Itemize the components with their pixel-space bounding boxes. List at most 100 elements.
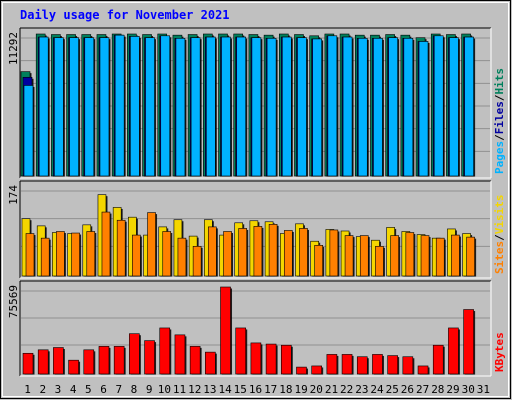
x-tick-label-20: 20	[310, 383, 323, 396]
bar-kbytes-1	[22, 352, 34, 375]
bar-kbytes-13	[205, 351, 216, 375]
panel-hits-files-pages: 11292	[7, 27, 492, 179]
bar-pages-27	[418, 41, 429, 177]
bar-pages-26	[403, 38, 414, 177]
x-tick-label-26: 26	[401, 383, 414, 396]
bar-pages-17	[266, 38, 277, 177]
bar-pages-5	[84, 37, 95, 177]
bar-pages-21	[327, 35, 338, 177]
bar-sites-29	[451, 234, 460, 277]
x-tick-label-25: 25	[386, 383, 399, 396]
bar-sites-2	[40, 237, 50, 277]
panel-sites-visits: 174	[7, 180, 492, 279]
bar-sites-8	[132, 234, 141, 277]
x-tick-label-31: 31	[477, 383, 490, 396]
bar-pages-2	[38, 36, 49, 177]
bar-sites-30	[466, 236, 475, 277]
x-tick-label-19: 19	[294, 383, 307, 396]
legend-sites: Sites	[493, 241, 506, 274]
bar-kbytes-7	[113, 346, 125, 375]
y-max-label: 75569	[7, 285, 20, 318]
inner-bevel	[2, 2, 509, 397]
bar-kbytes-22	[341, 354, 353, 375]
panel-kbytes: 75569	[7, 280, 492, 377]
x-tick-label-18: 18	[279, 383, 292, 396]
bar-sites-28	[435, 237, 445, 277]
bar-pages-25	[388, 37, 398, 177]
bar-kbytes-4	[68, 359, 79, 375]
bar-sites-15	[238, 228, 248, 277]
bar-pages-10	[160, 35, 171, 177]
bar-pages-30	[464, 36, 474, 177]
bar-sites-26	[405, 232, 415, 277]
x-tick-label-8: 8	[131, 383, 138, 396]
bar-kbytes-25	[387, 355, 398, 375]
legend-files: Files	[493, 101, 506, 134]
y-max-label: 174	[7, 185, 20, 205]
y-max-label: 11292	[7, 32, 20, 65]
bar-sites-9	[147, 212, 156, 277]
bar-pages-16	[251, 37, 262, 177]
bar-pages-12	[190, 37, 201, 177]
bar-kbytes-6	[98, 346, 110, 375]
bar-kbytes-11	[174, 334, 186, 375]
x-tick-label-6: 6	[100, 383, 107, 396]
bar-sites-25	[390, 235, 399, 277]
bar-sites-11	[177, 237, 187, 277]
bar-kbytes-24	[372, 354, 383, 375]
bar-pages-20	[312, 38, 322, 177]
panels: 11292 174 75569	[7, 27, 492, 377]
x-tick-label-4: 4	[70, 383, 77, 396]
bar-sites-7	[116, 219, 126, 277]
bar-kbytes-14	[220, 286, 231, 375]
bar-sites-1	[25, 233, 35, 277]
legend-sites-visits: Sites/Visits	[493, 195, 506, 275]
bar-kbytes-23	[356, 356, 368, 375]
bar-pages-4	[69, 37, 79, 177]
legend-kbytes: KBytes	[493, 332, 506, 372]
bar-pages-8	[130, 36, 140, 177]
bar-sites-13	[208, 226, 217, 277]
x-tick-label-29: 29	[446, 383, 459, 396]
bar-sites-17	[268, 224, 278, 277]
bar-pages-7	[114, 34, 125, 177]
x-axis-labels: 1 2 3 4 5 6 7 8 9 10 11 12 13 14 15 16 17 18 19 20 21 22 23 24 2…	[24, 383, 490, 396]
bar-pages-13	[206, 36, 216, 177]
bar-kbytes-12	[189, 346, 201, 375]
x-tick-label-28: 28	[431, 383, 444, 396]
legends: Pages/Files/Hits Sites/Visits KBytes	[493, 68, 506, 372]
bar-pages-24	[373, 38, 383, 177]
bar-kbytes-2	[37, 349, 49, 375]
x-tick-label-13: 13	[203, 383, 216, 396]
bar-pages-15	[236, 36, 247, 177]
bar-kbytes-5	[83, 349, 95, 375]
bar-kbytes-10	[159, 327, 171, 375]
bar-pages-23	[357, 38, 368, 177]
bar-sites-23	[359, 235, 369, 277]
bar-sites-22	[344, 235, 354, 277]
x-tick-label-27: 27	[416, 383, 429, 396]
bar-sites-10	[162, 231, 172, 277]
bar-kbytes-19	[296, 366, 307, 375]
bar-pages-29	[449, 37, 459, 177]
bar-sites-27	[420, 235, 430, 277]
x-tick-label-15: 15	[234, 383, 247, 396]
bar-pages-1	[23, 85, 34, 177]
bar-pages-14	[221, 36, 231, 177]
bar-sites-3	[56, 231, 65, 277]
legend-kbytes: KBytes	[493, 332, 506, 372]
x-tick-label-9: 9	[146, 383, 153, 396]
bar-kbytes-17	[265, 343, 277, 375]
bar-sites-20	[314, 245, 323, 277]
bar-pages-18	[281, 36, 292, 177]
x-tick-label-14: 14	[218, 383, 232, 396]
legend-hits: Hits	[493, 68, 506, 95]
bar-pages-28	[433, 35, 444, 177]
bar-kbytes-16	[250, 342, 262, 375]
legend-hits-files-pages: Pages/Files/Hits	[493, 68, 506, 174]
bar-sites-6	[101, 211, 111, 277]
x-tick-label-30: 30	[462, 383, 475, 396]
